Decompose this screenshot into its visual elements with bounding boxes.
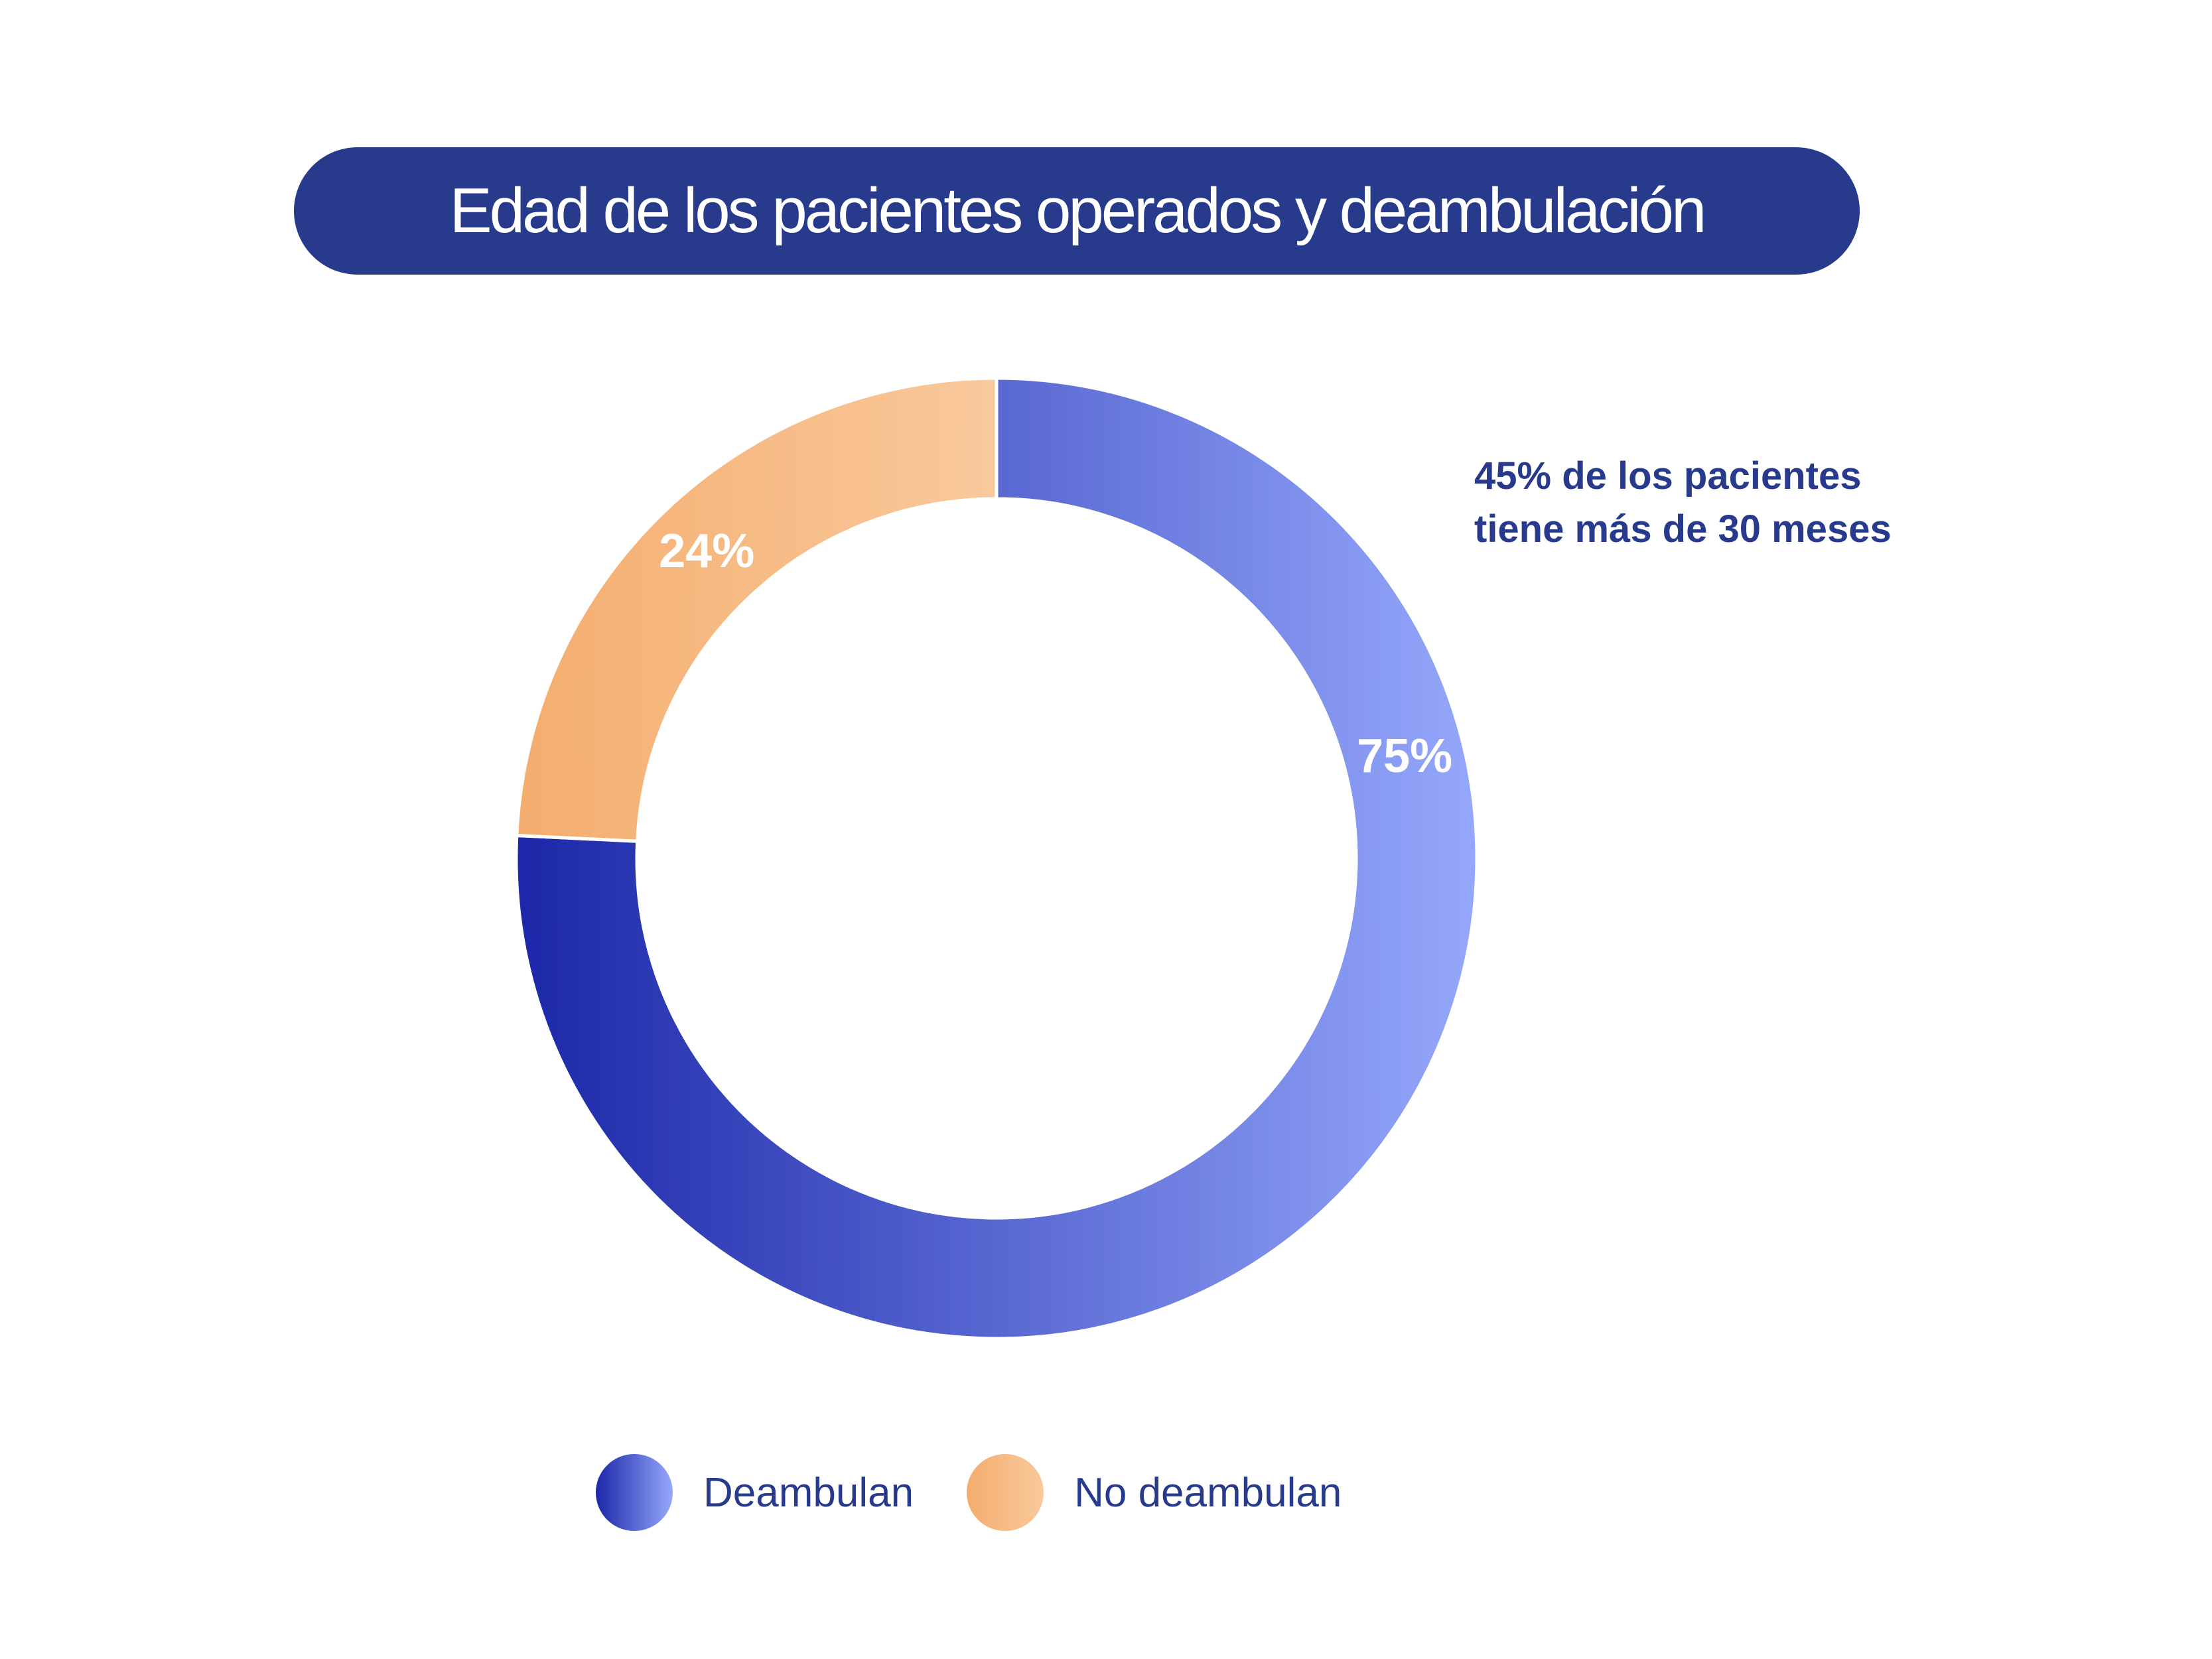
chart-annotation: 45% de los pacientes tiene más de 30 mes… xyxy=(1474,450,2071,556)
chart-title: Edad de los pacientes operados y deambul… xyxy=(449,175,1707,246)
legend-item-deambulan: Deambulan xyxy=(596,1454,914,1531)
legend-label-deambulan: Deambulan xyxy=(703,1469,914,1516)
slice-label-no-deambulan: 24% xyxy=(659,525,754,578)
donut-slice-no-deambulan xyxy=(515,376,999,843)
annotation-line-2: tiene más de 30 meses xyxy=(1474,507,1892,551)
donut-slice-deambulan xyxy=(514,376,1479,1341)
chart-title-banner: Edad de los pacientes operados y deambul… xyxy=(294,147,1860,275)
slice-label-deambulan: 75% xyxy=(1357,730,1452,783)
legend-item-no-deambulan: No deambulan xyxy=(967,1454,1342,1531)
legend-swatch-no-deambulan xyxy=(967,1454,1044,1531)
chart-legend: Deambulan No deambulan xyxy=(596,1453,1395,1532)
legend-label-no-deambulan: No deambulan xyxy=(1074,1469,1342,1516)
legend-swatch-deambulan xyxy=(596,1454,673,1531)
annotation-line-1: 45% de los pacientes xyxy=(1474,454,1862,498)
